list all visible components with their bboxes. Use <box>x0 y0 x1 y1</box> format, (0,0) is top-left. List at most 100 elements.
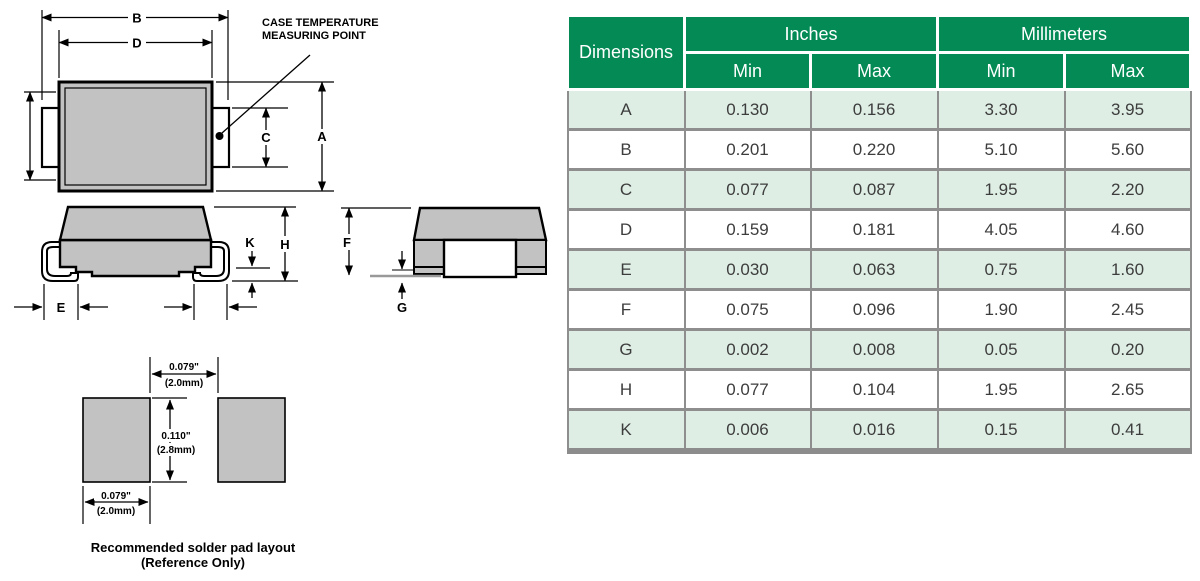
dim-cell: B <box>566 128 686 170</box>
case-temp-leader-line <box>221 54 311 134</box>
dim-cell: A <box>566 88 686 130</box>
value-cell: 0.05 <box>936 328 1066 370</box>
front-view-left-lead <box>41 241 79 282</box>
top-view-left-lead <box>40 106 61 169</box>
table-row: C 0.077 0.087 1.95 2.20 <box>566 168 1192 210</box>
front-view-body-lower <box>58 238 213 278</box>
end-view-left-lead <box>413 239 445 275</box>
value-cell: 2.20 <box>1063 168 1192 210</box>
dim-cell: E <box>566 248 686 290</box>
value-cell: 0.20 <box>1063 328 1192 370</box>
dim-label-h: H <box>280 237 289 252</box>
value-cell: 1.60 <box>1063 248 1192 290</box>
value-cell: 0.006 <box>683 408 812 454</box>
dim-label-k: K <box>245 235 255 250</box>
table-row: A 0.130 0.156 3.30 3.95 <box>566 88 1192 130</box>
header-millimeters: Millimeters <box>936 14 1193 54</box>
end-view: F G <box>339 206 548 315</box>
value-cell: 2.65 <box>1063 368 1192 410</box>
value-cell: 4.60 <box>1063 208 1192 250</box>
header-dimensions: Dimensions <box>566 14 686 91</box>
dim-label-g: G <box>397 300 407 315</box>
header-inches: Inches <box>682 14 940 54</box>
value-cell: 5.60 <box>1063 128 1192 170</box>
value-cell: 0.077 <box>683 368 812 410</box>
case-temp-point-dot <box>215 132 224 140</box>
end-view-body-upper <box>412 206 548 242</box>
case-temp-label-line1: CASE TEMPERATURE <box>262 17 379 29</box>
header-inches-max: Max <box>808 51 940 91</box>
table-row: E 0.030 0.063 0.75 1.60 <box>566 248 1192 290</box>
value-cell: 3.30 <box>936 88 1066 130</box>
value-cell: 0.030 <box>683 248 812 290</box>
value-cell: 0.201 <box>683 128 812 170</box>
header-inches-min: Min <box>683 51 812 91</box>
value-cell: 0.15 <box>936 408 1066 454</box>
top-view-body <box>57 80 214 193</box>
front-view-right-lead <box>192 241 230 282</box>
dimensions-table: Dimensions Inches Millimeters Min Max Mi… <box>566 14 1193 454</box>
value-cell: 0.075 <box>683 288 812 330</box>
value-cell: 3.95 <box>1063 88 1192 130</box>
pad-layout-caption-line2: (Reference Only) <box>141 555 245 570</box>
value-cell: 1.95 <box>936 168 1066 210</box>
value-cell: 0.016 <box>809 408 939 454</box>
value-cell: 4.05 <box>936 208 1066 250</box>
value-cell: 1.95 <box>936 368 1066 410</box>
end-view-right-lead <box>515 239 547 275</box>
dim-cell: H <box>566 368 686 410</box>
table-row: K 0.006 0.016 0.15 0.41 <box>566 408 1192 454</box>
value-cell: 2.45 <box>1063 288 1192 330</box>
value-cell: 0.41 <box>1063 408 1192 454</box>
dim-label-f: F <box>343 235 351 250</box>
table-row: D 0.159 0.181 4.05 4.60 <box>566 208 1192 250</box>
dim-label-a: A <box>317 129 327 144</box>
dim-cell: G <box>566 328 686 370</box>
case-temp-label-line2: MEASURING POINT <box>262 30 366 42</box>
table-row: B 0.201 0.220 5.10 5.60 <box>566 128 1192 170</box>
dim-label-b: B <box>132 11 141 26</box>
value-cell: 5.10 <box>936 128 1066 170</box>
value-cell: 0.008 <box>809 328 939 370</box>
solder-pad-right <box>217 397 286 483</box>
value-cell: 0.159 <box>683 208 812 250</box>
pad-gap-mm: (2.0mm) <box>165 378 203 389</box>
value-cell: 0.75 <box>936 248 1066 290</box>
value-cell: 0.220 <box>809 128 939 170</box>
value-cell: 0.130 <box>683 88 812 130</box>
value-cell: 0.181 <box>809 208 939 250</box>
dim-label-e: E <box>57 300 66 315</box>
table-row: G 0.002 0.008 0.05 0.20 <box>566 328 1192 370</box>
value-cell: 0.077 <box>683 168 812 210</box>
dim-cell: F <box>566 288 686 330</box>
table-row: F 0.075 0.096 1.90 2.45 <box>566 288 1192 330</box>
dimensions-table-wrap: Dimensions Inches Millimeters Min Max Mi… <box>566 14 1193 454</box>
header-mm-max: Max <box>1063 51 1193 91</box>
top-view: B D C A CASE TEMPERATURE MEASURING POINT <box>24 10 379 193</box>
pad-height-inches: 0.110" <box>161 431 190 442</box>
dim-cell: C <box>566 168 686 210</box>
end-view-cavity <box>442 238 518 279</box>
pad-width-inches: 0.079" <box>101 491 131 502</box>
value-cell: 0.002 <box>683 328 812 370</box>
solder-pad-layout: 0.079" (2.0mm) 0.110" (2.8mm) 0.079" (2.… <box>82 357 296 570</box>
pad-layout-caption-line1: Recommended solder pad layout <box>91 540 296 555</box>
pad-height-mm: (2.8mm) <box>157 445 195 456</box>
solder-pad-left <box>82 397 151 483</box>
front-view-body-upper <box>58 205 213 242</box>
pad-width-mm: (2.0mm) <box>97 506 135 517</box>
value-cell: 0.063 <box>809 248 939 290</box>
package-drawing-svg: B D C A CASE TEMPERATURE MEASURING POINT… <box>14 10 548 570</box>
value-cell: 0.096 <box>809 288 939 330</box>
dim-label-d: D <box>132 36 141 51</box>
table-row: H 0.077 0.104 1.95 2.65 <box>566 368 1192 410</box>
dim-cell: D <box>566 208 686 250</box>
front-view: K H E <box>14 205 298 320</box>
value-cell: 0.104 <box>809 368 939 410</box>
value-cell: 0.087 <box>809 168 939 210</box>
value-cell: 0.156 <box>809 88 939 130</box>
pad-gap-inches: 0.079" <box>169 362 199 373</box>
header-mm-min: Min <box>936 51 1067 91</box>
value-cell: 1.90 <box>936 288 1066 330</box>
